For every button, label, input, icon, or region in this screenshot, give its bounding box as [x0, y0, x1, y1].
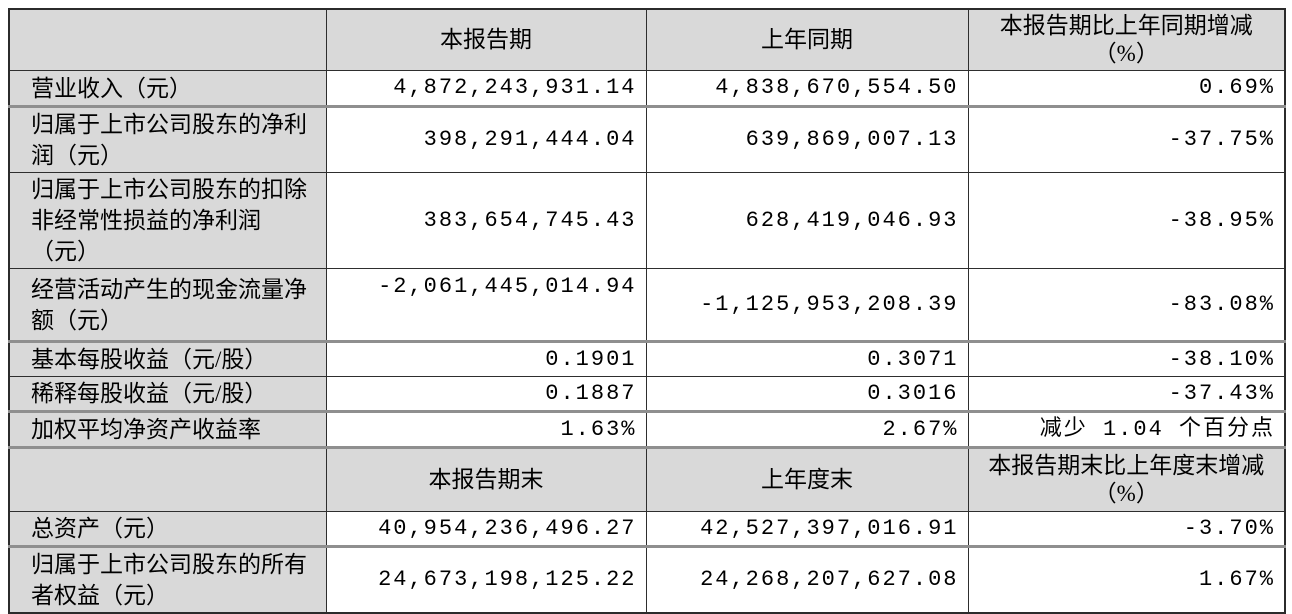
- prior-period-value: 0.3016: [645, 376, 969, 413]
- table-row-basic-eps: 基本每股收益（元/股） 0.1901 0.3071 -38.10%: [8, 341, 1286, 377]
- metric-label: 营业收入（元）: [8, 70, 327, 108]
- metric-label: 加权平均净资产收益率: [8, 411, 327, 449]
- change-value: -83.08%: [967, 268, 1286, 343]
- metric-label: 经营活动产生的现金流量净额（元）: [8, 268, 327, 343]
- metric-label: 归属于上市公司股东的扣除非经常性损益的净利润（元）: [8, 172, 327, 269]
- change-value: -38.10%: [967, 341, 1286, 377]
- current-period-value: -2,061,445,014.94: [325, 268, 647, 343]
- current-period-value: 1.63%: [325, 411, 647, 449]
- change-value: -3.70%: [967, 511, 1286, 548]
- current-period-value: 0.1887: [325, 376, 647, 413]
- current-period-value: 4,872,243,931.14: [325, 70, 647, 108]
- prior-period-value: 2.67%: [645, 411, 969, 449]
- change-value: 1.67%: [967, 546, 1286, 614]
- period-end-change-header: 本报告期末比上年度末增减 （%）: [967, 447, 1286, 512]
- change-value: -37.75%: [967, 106, 1286, 173]
- table-row-total-assets: 总资产（元） 40,954,236,496.27 42,527,397,016.…: [8, 511, 1286, 548]
- financial-summary-table: 本报告期 上年同期 本报告期比上年同期增减 （%） 营业收入（元） 4,872,…: [8, 8, 1286, 614]
- metric-label: 归属于上市公司股东的净利润（元）: [8, 106, 327, 173]
- prior-period-value: -1,125,953,208.39: [645, 268, 969, 343]
- prior-year-end-value: 42,527,397,016.91: [645, 511, 969, 548]
- report-page: 本报告期 上年同期 本报告期比上年同期增减 （%） 营业收入（元） 4,872,…: [8, 8, 1286, 614]
- table-row-diluted-eps: 稀释每股收益（元/股） 0.1887 0.3016 -37.43%: [8, 376, 1286, 413]
- current-period-end-value: 40,954,236,496.27: [325, 511, 647, 548]
- change-value: -38.95%: [967, 172, 1286, 269]
- period-end-header-row: 本报告期末 上年度末 本报告期末比上年度末增减 （%）: [8, 447, 1286, 512]
- table-row-net-profit-excl-nonrecurring: 归属于上市公司股东的扣除非经常性损益的净利润（元） 383,654,745.43…: [8, 172, 1286, 269]
- change-value: 减少 1.04 个百分点: [967, 411, 1286, 449]
- empty-corner-cell: [8, 8, 327, 71]
- current-period-value: 383,654,745.43: [325, 172, 647, 269]
- prior-period-value: 0.3071: [645, 341, 969, 377]
- prior-period-value: 628,419,046.93: [645, 172, 969, 269]
- change-value: 0.69%: [967, 70, 1286, 108]
- change-value: -37.43%: [967, 376, 1286, 413]
- prior-period-header: 上年同期: [645, 8, 969, 71]
- prior-period-value: 639,869,007.13: [645, 106, 969, 173]
- table-row-operating-revenue: 营业收入（元） 4,872,243,931.14 4,838,670,554.5…: [8, 70, 1286, 108]
- empty-corner-cell: [8, 447, 327, 512]
- table-row-shareholders-equity: 归属于上市公司股东的所有者权益（元） 24,673,198,125.22 24,…: [8, 546, 1286, 614]
- current-period-end-header: 本报告期末: [325, 447, 647, 512]
- current-period-end-value: 24,673,198,125.22: [325, 546, 647, 614]
- table-row-net-profit: 归属于上市公司股东的净利润（元） 398,291,444.04 639,869,…: [8, 106, 1286, 173]
- table-row-weighted-avg-roe: 加权平均净资产收益率 1.63% 2.67% 减少 1.04 个百分点: [8, 411, 1286, 449]
- period-change-header: 本报告期比上年同期增减 （%）: [967, 8, 1286, 71]
- metric-label: 总资产（元）: [8, 511, 327, 548]
- prior-year-end-header: 上年度末: [645, 447, 969, 512]
- metric-label: 基本每股收益（元/股）: [8, 341, 327, 377]
- current-period-value: 0.1901: [325, 341, 647, 377]
- metric-label: 稀释每股收益（元/股）: [8, 376, 327, 413]
- prior-year-end-value: 24,268,207,627.08: [645, 546, 969, 614]
- prior-period-value: 4,838,670,554.50: [645, 70, 969, 108]
- period-header-row: 本报告期 上年同期 本报告期比上年同期增减 （%）: [8, 8, 1286, 71]
- metric-label: 归属于上市公司股东的所有者权益（元）: [8, 546, 327, 614]
- current-period-value: 398,291,444.04: [325, 106, 647, 173]
- current-period-header: 本报告期: [325, 8, 647, 71]
- table-row-operating-cash-flow: 经营活动产生的现金流量净额（元） -2,061,445,014.94 -1,12…: [8, 268, 1286, 343]
